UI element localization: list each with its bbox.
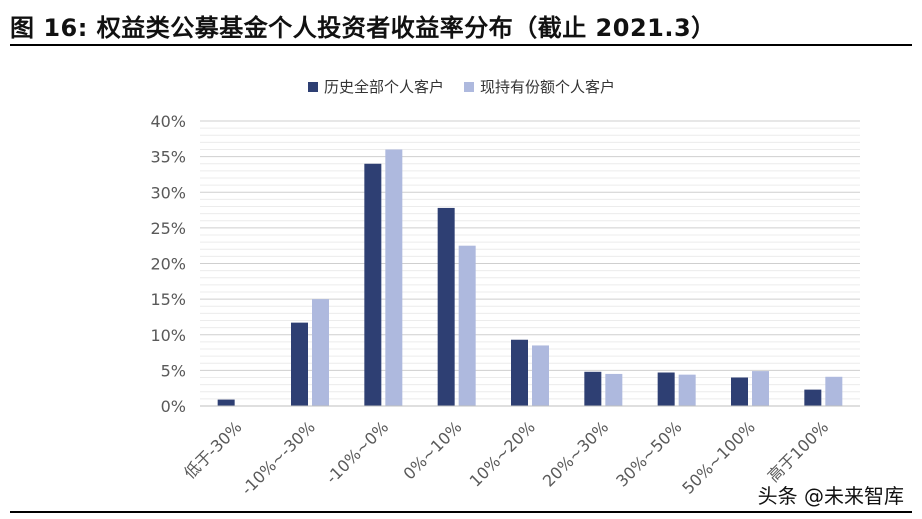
bar-series1 <box>657 372 675 406</box>
y-tick-label: 0% <box>161 397 186 416</box>
legend-label-series1: 历史全部个人客户 <box>324 78 445 96</box>
x-tick-label: 高于100% <box>764 417 832 485</box>
legend-item-series2: 现持有份额个人客户 <box>464 76 615 97</box>
legend-item-series1: 历史全部个人客户 <box>308 76 444 97</box>
bar-series1 <box>584 371 602 406</box>
bar-series2 <box>532 345 549 406</box>
x-tick-label: 20%~30% <box>539 417 612 490</box>
bar-series1 <box>217 399 235 406</box>
bar-series1 <box>731 377 748 406</box>
x-tick-label: -10%~0% <box>322 417 392 487</box>
y-tick-label: 40% <box>150 112 186 131</box>
bar-series1 <box>437 207 455 406</box>
bottom-rule <box>10 511 912 513</box>
x-tick-label: 50%~100% <box>678 417 758 497</box>
bar-series2 <box>825 376 843 406</box>
x-tick-label: -10%~-30% <box>237 417 318 498</box>
y-tick-label: 5% <box>161 361 186 380</box>
x-tick-label: 0%~10% <box>399 417 465 483</box>
chart-title: 图 16: 权益类公募基金个人投资者收益率分布（截止 2021.3） <box>10 14 716 42</box>
y-tick-label: 15% <box>150 290 186 309</box>
x-tick-label: 30%~50% <box>612 417 685 490</box>
y-tick-label: 30% <box>150 183 186 202</box>
bar-series2 <box>752 371 769 406</box>
bar-series1 <box>364 163 382 406</box>
bar-series2 <box>605 373 623 406</box>
y-tick-label: 25% <box>150 219 186 238</box>
y-tick-label: 35% <box>150 148 186 167</box>
bar-series1 <box>804 389 822 406</box>
legend-swatch-series2 <box>464 81 475 92</box>
legend-swatch-series1 <box>308 81 318 92</box>
y-tick-label: 20% <box>150 255 186 274</box>
title-bar: 图 16: 权益类公募基金个人投资者收益率分布（截止 2021.3） <box>10 8 912 46</box>
x-tick-label: 10%~20% <box>466 417 539 490</box>
bar-series2 <box>385 149 403 406</box>
bar-series1 <box>291 322 308 406</box>
legend: 历史全部个人客户 现持有份额个人客户 <box>308 76 615 97</box>
bar-series2 <box>312 299 329 406</box>
bar-series2 <box>678 374 696 406</box>
legend-label-series2: 现持有份额个人客户 <box>480 78 616 96</box>
y-tick-label: 10% <box>150 326 186 345</box>
bar-series2 <box>458 245 476 406</box>
x-tick-label: 低于-30% <box>180 417 245 482</box>
bar-series1 <box>511 339 528 406</box>
watermark: 头条 @未来智库 <box>757 484 904 508</box>
